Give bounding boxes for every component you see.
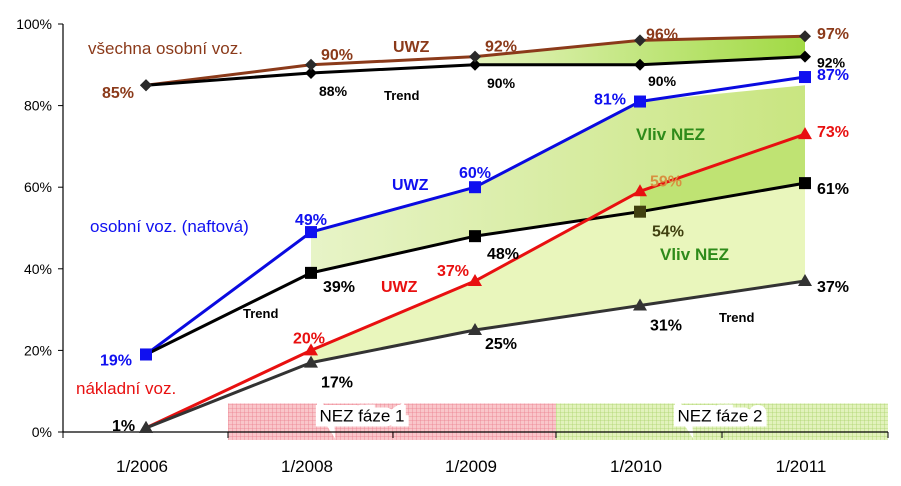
data-label-all_uwz-3: 96% [646, 26, 678, 43]
data-label-diesel_trend-4: 61% [817, 181, 849, 198]
data-label-diesel_uwz-1: 49% [295, 212, 327, 229]
marker-diesel_trend-1 [305, 266, 317, 279]
data-label-diesel_trend-3: 54% [652, 224, 684, 241]
x-tick-label: 1/2009 [445, 457, 497, 476]
y-tick-label: 80% [24, 98, 52, 114]
data-label-diesel_trend-2: 48% [487, 246, 519, 263]
data-label-all_uwz-4: 97% [817, 26, 849, 43]
data-label-truck_trend-2: 25% [485, 336, 517, 353]
marker-truck_uwz-0 [139, 420, 153, 433]
marker-all_trend-1 [305, 66, 317, 79]
data-label-truck_uwz-3: 59% [650, 173, 682, 190]
label-all-uwz: UWZ [393, 39, 430, 56]
marker-all_uwz-4 [799, 30, 811, 43]
marker-diesel_uwz-2 [469, 181, 481, 194]
annotation-layer: všechna osobní voz. UWZ Trend osobní voz. (… [76, 39, 754, 398]
data-label-all_uwz-2: 92% [485, 39, 517, 56]
data-label-all_trend-2: 90% [487, 75, 516, 91]
marker-diesel_trend-2 [469, 230, 481, 243]
effect-area-diesel [311, 85, 805, 273]
phase-label-1: NEZ fáze 1 [319, 406, 404, 425]
effect-area-overlap [640, 134, 805, 212]
data-label-truck_uwz-0: 1% [112, 418, 135, 435]
data-label-truck_trend-1: 17% [321, 375, 353, 392]
x-tick-label: 1/2006 [116, 457, 168, 476]
marker-truck_uwz-2 [468, 274, 482, 287]
marker-truck_trend-1 [304, 355, 318, 368]
data-label-truck_uwz-4: 73% [817, 124, 849, 141]
marker-truck_uwz-1 [304, 343, 318, 356]
x-tick-label: 1/2010 [610, 457, 662, 476]
data-label-all_uwz-0: 85% [102, 85, 134, 102]
data-label-diesel_uwz-3: 81% [594, 92, 626, 109]
data-label-all_uwz-1: 90% [321, 47, 353, 64]
y-tick-label: 60% [24, 179, 52, 195]
marker-diesel_uwz-4 [799, 71, 811, 84]
data-label-truck_uwz-2: 37% [437, 263, 469, 280]
label-truck-trend: Trend [719, 310, 754, 325]
marker-diesel_trend-4 [799, 177, 811, 190]
marker-all_uwz-1 [305, 58, 317, 71]
marker-truck_uwz-4 [798, 127, 812, 140]
label-nez-effect-1: Vliv NEZ [636, 125, 705, 144]
phase-band-layer: NEZ fáze 1 NEZ fáze 2 [228, 401, 888, 440]
data-label-diesel_uwz-4: 87% [817, 67, 849, 84]
marker-truck_trend-3 [633, 298, 647, 311]
marker-truck_trend-2 [468, 323, 482, 335]
data-label-truck_uwz-1: 20% [293, 330, 325, 347]
x-tick-label: 1/2008 [281, 457, 333, 476]
marker-all_uwz-3 [634, 34, 646, 47]
marker-diesel_uwz-0 [140, 348, 152, 361]
y-tick-label: 20% [24, 342, 52, 358]
effect-area-all [475, 36, 805, 65]
data-label-all_trend-1: 88% [319, 83, 348, 99]
label-all-cars: všechna osobní voz. [88, 39, 243, 58]
label-trucks: nákladní voz. [76, 379, 176, 398]
effect-area-layer [311, 36, 805, 363]
label-truck-uwz: UWZ [381, 279, 418, 296]
data-label-diesel_trend-1: 39% [323, 279, 355, 296]
data-label-layer: 85% 90% 92% 96% 97% 88% 90% 90% 92% 19% 49% 60% 81% 8… [100, 26, 849, 435]
marker-all_trend-3 [634, 58, 646, 71]
marker-diesel_uwz-3 [634, 95, 646, 108]
phase-label-2: NEZ fáze 2 [677, 406, 762, 425]
marker-all_uwz-2 [469, 50, 481, 63]
data-label-truck_trend-3: 31% [650, 318, 682, 335]
marker-all_trend-4 [799, 50, 811, 63]
marker-layer [139, 30, 812, 433]
y-tick-label: 40% [24, 261, 52, 277]
data-label-diesel_uwz-2: 60% [459, 165, 491, 182]
marker-all_uwz-0 [140, 79, 152, 92]
marker-truck_uwz-3 [633, 184, 647, 197]
label-nez-effect-2: Vliv NEZ [660, 245, 729, 264]
label-all-trend: Trend [384, 88, 419, 103]
x-tick-label: 1/2011 [776, 457, 827, 476]
label-diesel-uwz: UWZ [392, 177, 429, 194]
label-diesel-cars: osobní voz. (naftová) [90, 217, 249, 236]
data-label-truck_trend-4: 37% [817, 279, 849, 296]
data-label-diesel_uwz-0: 19% [100, 352, 132, 369]
label-diesel-trend: Trend [243, 306, 278, 321]
phase-band-1 [228, 403, 556, 440]
marker-all_trend-2 [469, 58, 481, 71]
marker-truck_trend-4 [798, 274, 812, 287]
marker-diesel_uwz-1 [305, 226, 317, 239]
y-tick-label: 0% [32, 424, 52, 440]
marker-diesel_trend-3 [634, 205, 646, 218]
data-label-all_trend-4: 92% [817, 55, 846, 71]
data-label-all_trend-3: 90% [648, 73, 677, 89]
axis-layer: 0% 20% 40% 60% 80% 100% 1/2006 1/2008 1/2009 1/20… [16, 16, 889, 476]
y-tick-label: 100% [16, 16, 52, 32]
